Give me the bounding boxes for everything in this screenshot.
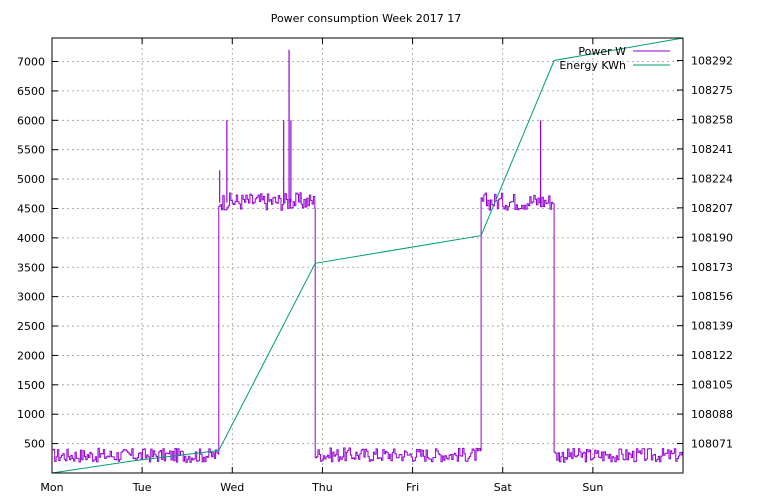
y-left-tick-label: 2000 xyxy=(17,349,45,362)
y-left-tick-label: 7000 xyxy=(17,56,45,69)
x-tick-label: Sun xyxy=(582,481,603,494)
grid-lines xyxy=(52,38,683,473)
y-left-tick-label: 6000 xyxy=(17,114,45,127)
y-right-tick-label: 108292 xyxy=(691,55,733,68)
legend-label-energy: Energy KWh xyxy=(559,59,626,72)
y-right-tick-label: 108241 xyxy=(691,143,733,156)
power-series-line xyxy=(52,192,683,463)
y-left-tick-label: 1000 xyxy=(17,408,45,421)
y-right-tick-label: 108275 xyxy=(691,84,733,97)
y-left-tick-label: 3500 xyxy=(17,261,45,274)
y-left-tick-label: 500 xyxy=(24,438,45,451)
y-left-tick-label: 2500 xyxy=(17,320,45,333)
y-right-tick-label: 108190 xyxy=(691,231,733,244)
y-left-tick-label: 4000 xyxy=(17,232,45,245)
axis-ticks: Mon Tue Wed Thu Fri Sat Sun 500 1000 1500 2000 2500… xyxy=(17,38,733,494)
series-lines xyxy=(51,37,684,474)
x-tick-label: Tue xyxy=(132,481,152,494)
y-left-tick-label: 5500 xyxy=(17,144,45,157)
x-tick-label: Wed xyxy=(220,481,244,494)
y-left-tick-label: 4500 xyxy=(17,202,45,215)
y-right-tick-label: 108173 xyxy=(691,261,733,274)
y-right-tick-label: 108105 xyxy=(691,379,733,392)
x-tick-label: Thu xyxy=(311,481,333,494)
x-tick-label: Mon xyxy=(40,481,63,494)
y-right-tick-label: 108156 xyxy=(691,290,733,303)
x-tick-label: Sat xyxy=(494,481,513,494)
y-right-tick-label: 108071 xyxy=(691,438,733,451)
y-right-tick-label: 108258 xyxy=(691,113,733,126)
y-right-tick-label: 108088 xyxy=(691,408,733,421)
y-right-tick-label: 108224 xyxy=(691,172,733,185)
x-tick-label: Fri xyxy=(406,481,419,494)
y-left-tick-label: 3000 xyxy=(17,291,45,304)
y-right-tick-label: 108122 xyxy=(691,349,733,362)
chart-title: Power consumption Week 2017 17 xyxy=(271,12,462,25)
legend-label-power: Power W xyxy=(578,45,626,58)
y-right-tick-label: 108139 xyxy=(691,320,733,333)
plot-frame xyxy=(51,37,684,474)
y-left-tick-label: 5000 xyxy=(17,173,45,186)
y-left-tick-label: 1500 xyxy=(17,379,45,392)
energy-series-line xyxy=(51,37,684,474)
y-right-tick-label: 108207 xyxy=(691,202,733,215)
y-left-tick-label: 6500 xyxy=(17,85,45,98)
